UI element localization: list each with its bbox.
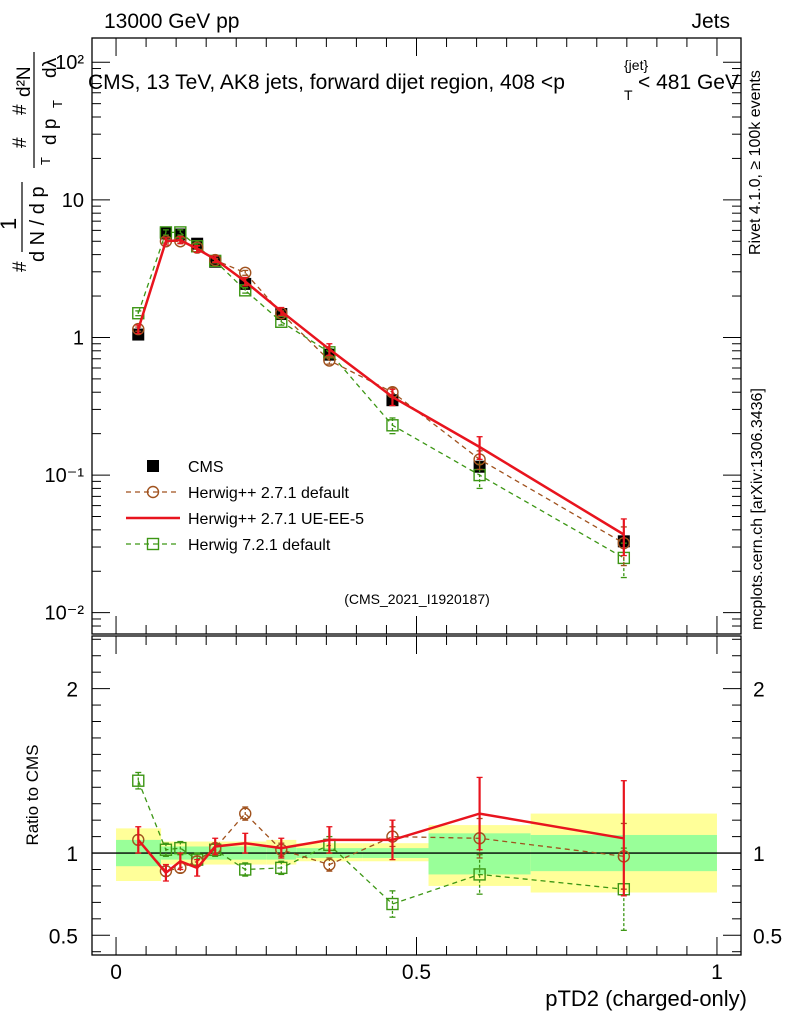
legend-label: Herwig 7.2.1 default [188,537,331,554]
mcplots-label: mcplots.cern.ch [arXiv:1306.3436] [749,388,766,630]
ylabel-dpt: d p [40,119,61,145]
legend-label: CMS [188,459,224,476]
main-y-tick-label: 10 [62,190,84,212]
ylabel-dn-dpt: d N / d p [27,186,49,262]
ratio-y-tick-label-right: 0.5 [753,925,782,948]
ylabel-hash-1: # [10,261,31,272]
main-y-tick-label: 10⁻¹ [45,465,85,487]
ratio-axes: 0.5 0.5 1 1 2 2 0 0.5 1 [49,636,782,984]
series-point-dashed-square [386,419,399,432]
main-series-group [132,226,631,579]
ratio-panel-frame [91,635,742,956]
ratio-y-tick-label-right: 2 [753,679,765,702]
legend-label: Herwig++ 2.7.1 UE-EE-5 [188,511,364,528]
ratio-y-tick-label: 0.5 [49,925,78,948]
chart-title-subscript: T [624,87,633,103]
chart-title: CMS, 13 TeV, AK8 jets, forward dijet reg… [88,71,565,94]
series-point-dashed-square [386,897,399,911]
main-y-tick-label: 10⁻² [45,603,85,625]
main-y-tick-label: 1 [73,327,84,349]
main-y-tick-label: 10² [55,52,84,74]
ratio-series-group [132,771,631,931]
legend-label: Herwig++ 2.7.1 default [188,485,350,502]
header-jets-label: Jets [691,10,730,33]
ratio-y-axis-label: Ratio to CMS [23,744,42,845]
ylabel-sub-t-1: T [38,157,53,165]
ylabel-one: 1 [0,218,21,230]
chart-title-suffix: < 481 GeV [638,71,739,94]
ylabel-d2n: d²N [14,66,35,97]
legend-marker-cms [147,460,159,472]
x-tick-label: 0.5 [402,961,431,984]
ratio-y-tick-label: 2 [66,679,78,702]
ratio-y-tick-label-right: 1 [753,843,765,866]
analysis-watermark: (CMS_2021_I1920187) [344,591,490,607]
series-point-dashed-circle [208,253,222,267]
header-energy-label: 13000 GeV pp [104,10,239,33]
x-tick-label: 1 [711,961,723,984]
series-point-dashed-circle [190,241,204,254]
x-tick-label: 0 [110,961,122,984]
series-point-dashed-circle [132,322,145,336]
series-point-dashed-square [132,774,145,787]
ratio-frame-rect [91,635,742,956]
series-point-dashed-square [275,861,288,875]
ylabel-sub-t-2: T [50,100,65,108]
series-point-dashed-square [473,868,486,881]
ylabel-dlambda: dλ [40,57,61,78]
x-axis-label: pTD2 (charged-only) [545,986,747,1011]
series-point-dashed-circle [323,858,336,871]
series-point-dashed-square [239,863,252,876]
chart-title-superscript: {jet} [624,57,648,73]
series-point-dashed-circle [239,807,252,820]
main-y-axis-label: # 1 d N / d p T # # d²N d p T dλ [0,52,65,272]
legend-marker-dashed-square [146,537,160,551]
series-point-dashed-square [159,843,173,856]
ratio-y-tick-label: 1 [66,843,78,866]
series-line-dashed-circle [137,812,624,872]
ylabel-hash-2: # [10,137,31,148]
rivet-version-label: Rivet 4.1.0, ≥ 100k events [747,70,764,255]
legend: CMS Herwig++ 2.7.1 default Herwig++ 2.7.1 … [126,459,364,554]
ylabel-hash-3: # [10,104,31,115]
main-axes: 10⁻² 10⁻¹ 1 10 10² [45,38,741,635]
series-line-dashed-square [137,231,625,559]
ratio-uncertainty-bands [92,813,741,893]
legend-marker-dashed-circle [146,485,160,499]
